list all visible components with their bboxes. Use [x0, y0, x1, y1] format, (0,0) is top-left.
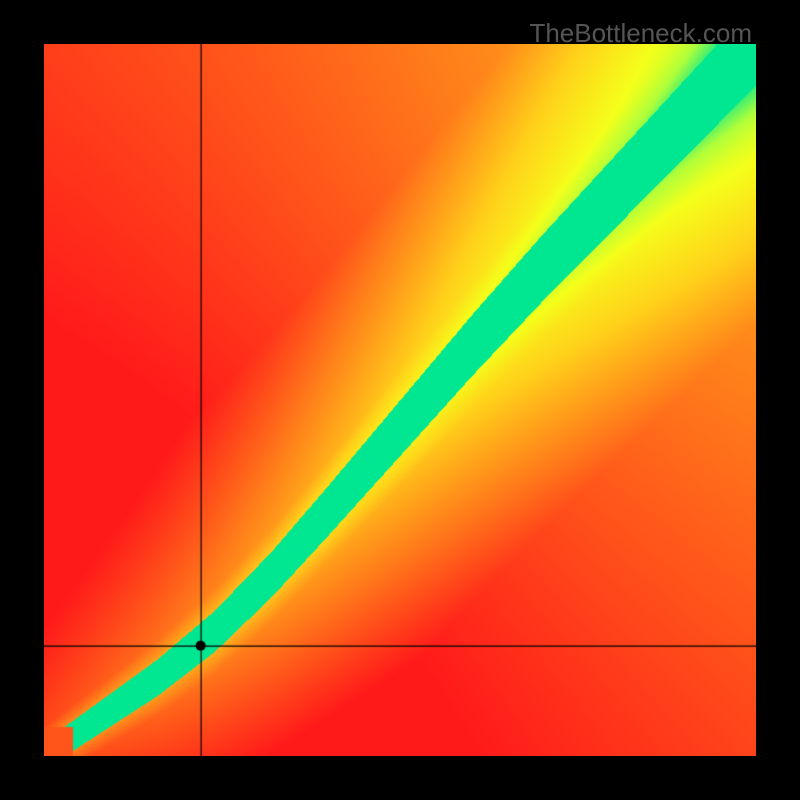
plot-area: [44, 44, 756, 756]
watermark-text: TheBottleneck.com: [529, 18, 752, 49]
heatmap-canvas: [44, 44, 756, 756]
chart-frame: TheBottleneck.com: [0, 0, 800, 800]
